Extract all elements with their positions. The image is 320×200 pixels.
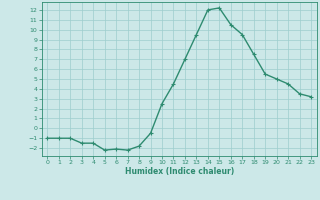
X-axis label: Humidex (Indice chaleur): Humidex (Indice chaleur): [124, 167, 234, 176]
